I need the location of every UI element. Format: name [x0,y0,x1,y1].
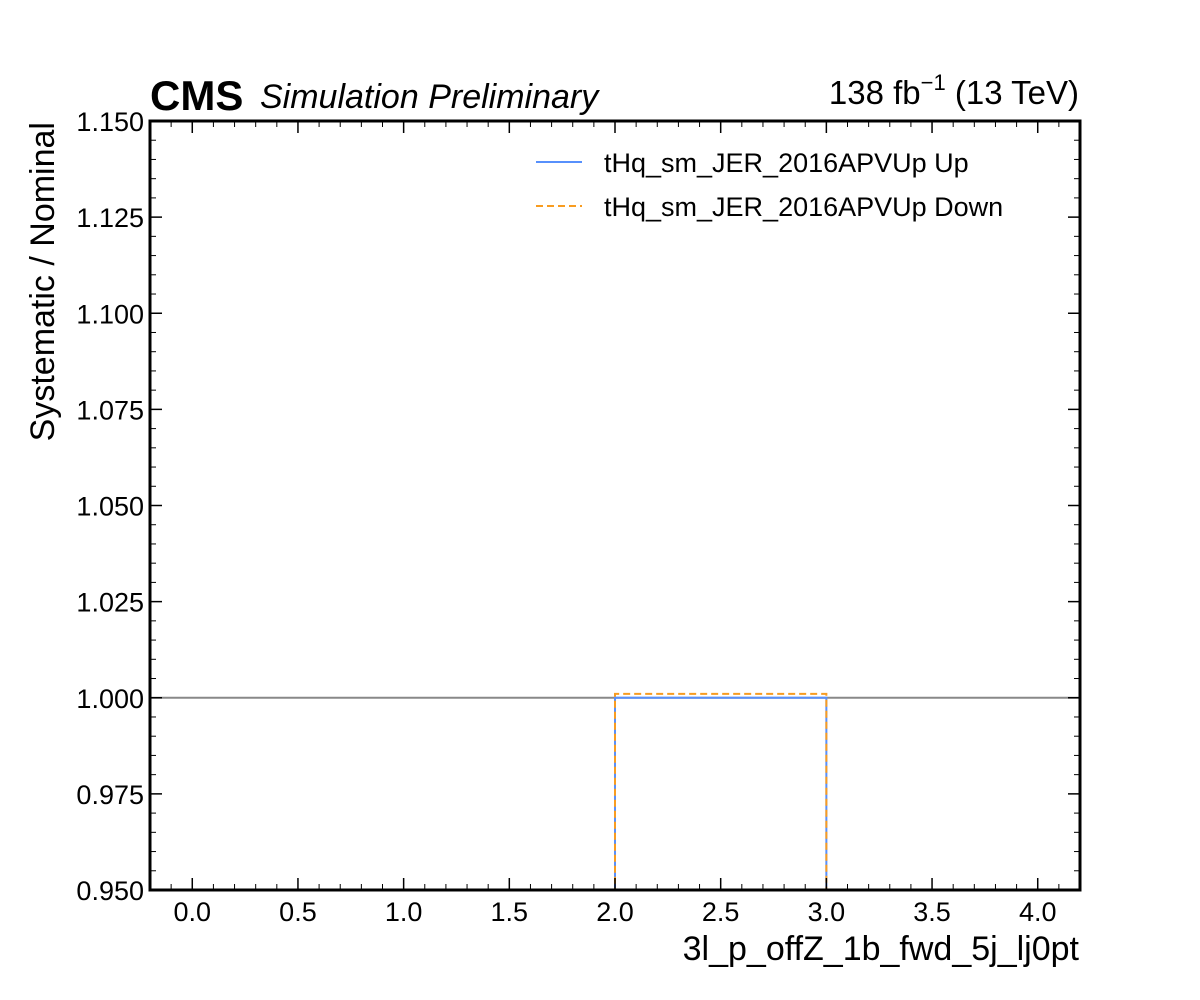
legend-label-0: tHq_sm_JER_2016APVUp Up [604,148,969,178]
y-tick-label: 0.975 [76,780,144,810]
y-tick-label: 1.100 [76,299,144,329]
x-tick-label: 0.0 [173,897,211,927]
x-tick-label: 2.0 [596,897,634,927]
y-tick-label: 1.150 [76,107,144,137]
status-label: Simulation Preliminary [260,78,600,116]
x-tick-label: 2.5 [702,897,740,927]
plot-frame [148,119,1082,892]
series-1-line [192,692,1038,891]
y-tick-label: 1.000 [76,684,144,714]
x-tick-label: 4.0 [1019,897,1057,927]
lumi-value: 138 fb [829,74,921,111]
legend: tHq_sm_JER_2016APVUp Up tHq_sm_JER_2016AP… [536,148,1003,222]
plot-area [150,692,1080,891]
y-tick-label: 1.025 [76,588,144,618]
x-tick-label: 3.5 [913,897,951,927]
x-tick-label: 0.5 [279,897,317,927]
legend-label-1: tHq_sm_JER_2016APVUp Down [604,192,1003,222]
lumi-exponent: −1 [921,70,946,95]
y-tick-label: 1.050 [76,492,144,522]
x-tick-label: 1.0 [385,897,423,927]
x-tick-label: 1.5 [491,897,529,927]
x-axis-title: 3l_p_offZ_1b_fwd_5j_lj0pt [683,930,1080,968]
y-tick-label: 1.075 [76,395,144,425]
x-tick-label: 3.0 [808,897,846,927]
lumi-label: 138 fb−1 (13 TeV) [829,70,1079,111]
lumi-energy: (13 TeV) [946,74,1079,111]
y-tick-label: 0.950 [76,876,144,906]
y-tick-label: 1.125 [76,203,144,233]
y-axis-title: Systematic / Nominal [24,122,62,441]
axis-ticks: 0.0 0.5 1.0 1.5 2.0 2.5 3.0 3.5 4.0 0.950 0.975 1.0… [76,107,1080,927]
experiment-label: CMS [150,72,243,119]
